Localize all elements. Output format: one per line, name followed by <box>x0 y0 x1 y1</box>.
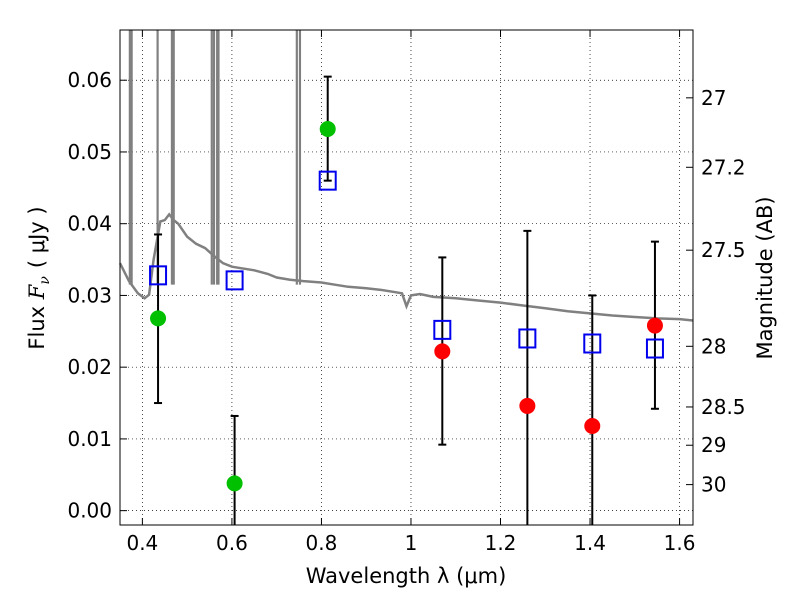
observed-flux-point <box>226 475 243 492</box>
model-flux-square <box>433 319 452 340</box>
model-flux-square <box>318 170 337 191</box>
model-spectrum-line <box>118 212 694 322</box>
x-tick-label: 1.4 <box>574 531 606 555</box>
observed-flux-point <box>646 317 663 334</box>
y-tick-label: 0.00 <box>67 499 112 523</box>
y-axis-label-subscript: ν <box>37 276 53 285</box>
y-tick-label: 0.04 <box>67 212 112 236</box>
model-flux-square <box>583 333 602 354</box>
right-tick-label: 29 <box>701 433 726 457</box>
model-flux-square <box>225 270 244 291</box>
y-tick-label: 0.03 <box>67 283 112 307</box>
x-axis-ticks: 0.4 0.6 0.8 1 1.2 1.4 1.6 <box>126 30 695 555</box>
markers-group <box>149 121 664 492</box>
right-tick-label: 28 <box>701 334 726 358</box>
x-tick-label: 1.2 <box>485 531 517 555</box>
model-spectrum-group <box>118 30 694 322</box>
observed-flux-point <box>434 343 451 360</box>
x-tick-label: 0.8 <box>306 531 338 555</box>
y-tick-label: 0.06 <box>67 68 112 92</box>
plot-frame <box>119 29 694 526</box>
observed-flux-point <box>584 418 601 434</box>
y-axis-ticks: 0.00 0.01 0.02 0.03 0.04 0.05 0.06 <box>67 68 127 523</box>
y-axis-label-right: Magnitude (AB) <box>753 196 777 359</box>
x-tick-label: 1 <box>405 531 418 555</box>
y-tick-label: 0.05 <box>67 140 112 164</box>
model-flux-square <box>149 265 168 286</box>
y-tick-label: 0.02 <box>67 355 112 379</box>
observed-flux-point <box>319 121 336 137</box>
model-flux-square <box>645 338 664 359</box>
x-axis-label: Wavelength λ (μm) <box>306 564 507 588</box>
grid-lines <box>120 30 693 525</box>
y-tick-label: 0.01 <box>67 427 112 451</box>
y-axis-label-prefix: Flux <box>25 299 49 349</box>
right-tick-label: 27 <box>701 86 726 110</box>
x-tick-label: 1.6 <box>664 531 696 555</box>
y-axis-label-symbol: F <box>25 283 49 300</box>
model-flux-square <box>518 328 537 349</box>
right-tick-label: 27.2 <box>701 155 746 179</box>
plot-area <box>120 30 693 525</box>
x-tick-label: 0.6 <box>216 531 248 555</box>
observed-flux-point <box>519 397 536 414</box>
right-axis-ticks: 27 27.2 27.5 28 28.5 29 30 <box>686 86 746 497</box>
right-tick-label: 28.5 <box>701 395 746 419</box>
x-tick-label: 0.4 <box>126 531 158 555</box>
right-tick-label: 27.5 <box>701 238 746 262</box>
right-tick-label: 30 <box>701 473 726 497</box>
y-axis-label-unit: ( μJy ) <box>25 206 49 268</box>
y-axis-label-left: Flux Fν ( μJy ) <box>25 206 53 349</box>
observed-flux-point <box>150 310 167 327</box>
